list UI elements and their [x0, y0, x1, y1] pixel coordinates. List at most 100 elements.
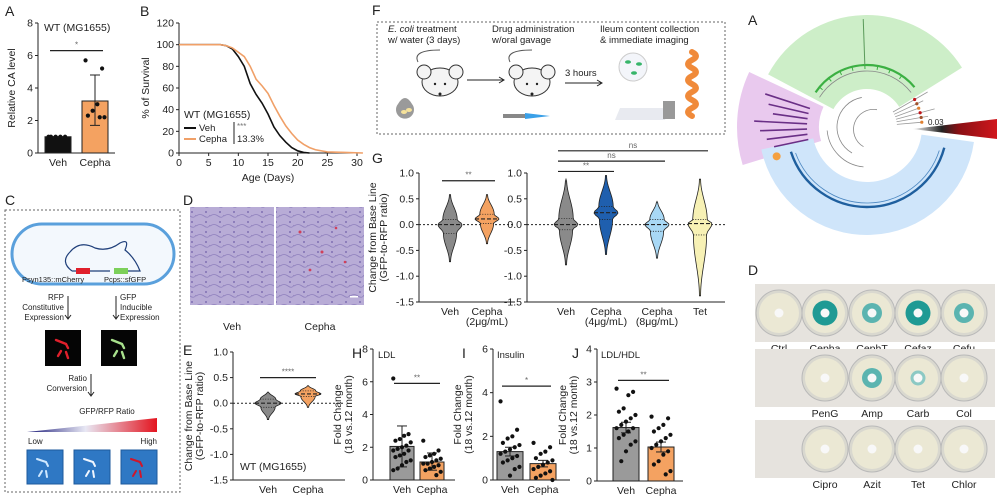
data-point: [427, 453, 432, 458]
gfp-image: [101, 330, 137, 366]
antibiotic-disc: [959, 444, 969, 454]
step1-title: E. coli treatment: [388, 24, 457, 35]
x-tick-label: 25: [321, 157, 333, 169]
arrow-down-icon: [64, 296, 72, 320]
data-point: [393, 454, 398, 460]
significance-label: **: [414, 373, 420, 382]
gfp-bacteria-icon: [110, 338, 126, 360]
data-point: [53, 134, 58, 139]
ratio-label-2: Conversion: [47, 384, 87, 393]
x-category-label: Veh: [49, 157, 67, 169]
x-tick-label: 10: [232, 157, 244, 169]
plate-label-tet: Tet: [911, 479, 925, 491]
tree-tip: [917, 106, 921, 110]
mid-ratio-tile: [73, 449, 111, 485]
data-point: [654, 442, 659, 447]
panel-label-tree-a: A: [748, 12, 758, 28]
y-tick-label: 2: [362, 442, 368, 454]
data-point: [547, 469, 553, 474]
data-point: [395, 446, 400, 451]
data-point: [432, 464, 437, 469]
panel-f-schematic: E. coli treatment w/ water (3 days) Drug…: [376, 21, 726, 135]
x-category-label: Tet: [693, 306, 707, 318]
panel-label-e: E: [183, 342, 192, 358]
data-point: [436, 463, 441, 468]
arrow-right-icon: [565, 79, 603, 87]
data-point: [58, 134, 63, 139]
data-point: [616, 409, 622, 414]
data-point: [514, 427, 520, 432]
histology-cepha-image: [276, 207, 364, 305]
significance-label: **: [583, 161, 589, 170]
violin-0: [254, 391, 282, 420]
bacteria-icon: [130, 458, 143, 478]
x-category-label: Cepha: [80, 157, 111, 169]
syringe-icon: [503, 113, 550, 119]
mouse-icon: [416, 49, 464, 97]
data-point: [434, 472, 439, 478]
violin-1: [294, 385, 322, 408]
y-tick-label: 4: [586, 344, 592, 356]
data-point: [393, 438, 398, 443]
significance-label: ns: [607, 151, 615, 160]
bar-veh: [44, 136, 72, 154]
ratio-example-tiles: [26, 449, 158, 485]
y-tick-label: 100: [156, 39, 174, 51]
plate-label-chlor: Chlor: [951, 479, 977, 491]
y-tick-label: 0.5: [399, 193, 414, 205]
chart-title: WT (MG1655): [240, 461, 306, 473]
antibiotic-disc: [820, 373, 830, 383]
y-tick-label: 1.0: [399, 168, 414, 180]
y-tick-label: 1: [586, 443, 592, 455]
data-point: [531, 440, 536, 445]
tree-branch: [895, 108, 935, 120]
histology-veh-label: Veh: [223, 321, 241, 333]
tree-branch: [896, 121, 921, 125]
x-category-label: Cepha: [417, 484, 448, 496]
data-point: [391, 376, 396, 381]
data-point: [102, 115, 107, 120]
arrow-down-icon: [112, 296, 120, 320]
ratio-scale-title: GFP/RFP Ratio: [79, 407, 135, 416]
y-tick-label: -1.5: [210, 475, 228, 487]
y-tick-label: 0.0: [213, 398, 228, 410]
data-point: [663, 436, 668, 441]
data-point: [427, 466, 432, 471]
y-axis-label: Relative CA level: [6, 48, 18, 127]
y-tick-label: 0.5: [213, 372, 228, 384]
data-point: [406, 448, 411, 453]
dashed-frame: [4, 209, 181, 493]
rfp-label-3: Expression: [24, 313, 64, 322]
data-point: [505, 458, 510, 463]
y-axis-label: (GFP-to-RFP ratio): [378, 193, 390, 281]
y-tick-label: 6: [482, 344, 488, 356]
data-point: [97, 115, 102, 120]
data-point: [533, 456, 539, 461]
scale-low-label: Low: [28, 437, 43, 446]
arrow-right-icon: [467, 76, 505, 84]
y-axis-label: (GFP-to-RFP ratio): [194, 372, 206, 460]
data-point: [623, 419, 629, 424]
antibiotic-disc: [774, 308, 784, 318]
data-point: [62, 134, 68, 139]
tree-leaf: [876, 65, 879, 70]
y-tick-label: 8: [362, 344, 368, 356]
bacteria-icon: [83, 458, 96, 478]
y-axis-label: (18 vs.12 month): [343, 375, 355, 454]
phylogenetic-tree: 0.03: [737, 15, 997, 236]
green-clade-branches: [814, 63, 916, 93]
y-tick-label: 6: [27, 50, 33, 62]
data-point: [619, 422, 624, 427]
tree-branch: [895, 108, 918, 118]
x-tick-label: 15: [262, 157, 274, 169]
legend-title: WT (MG1655): [184, 109, 250, 121]
data-point: [665, 416, 671, 421]
tree-leaf: [828, 77, 832, 82]
y-tick-label: 0: [482, 475, 488, 487]
panel-label-f: F: [372, 2, 381, 18]
data-point: [663, 472, 668, 477]
violin-1: [593, 175, 619, 255]
tree-leaf: [862, 19, 866, 66]
significance-label: ****: [282, 368, 294, 377]
tree-branch: [853, 108, 878, 148]
